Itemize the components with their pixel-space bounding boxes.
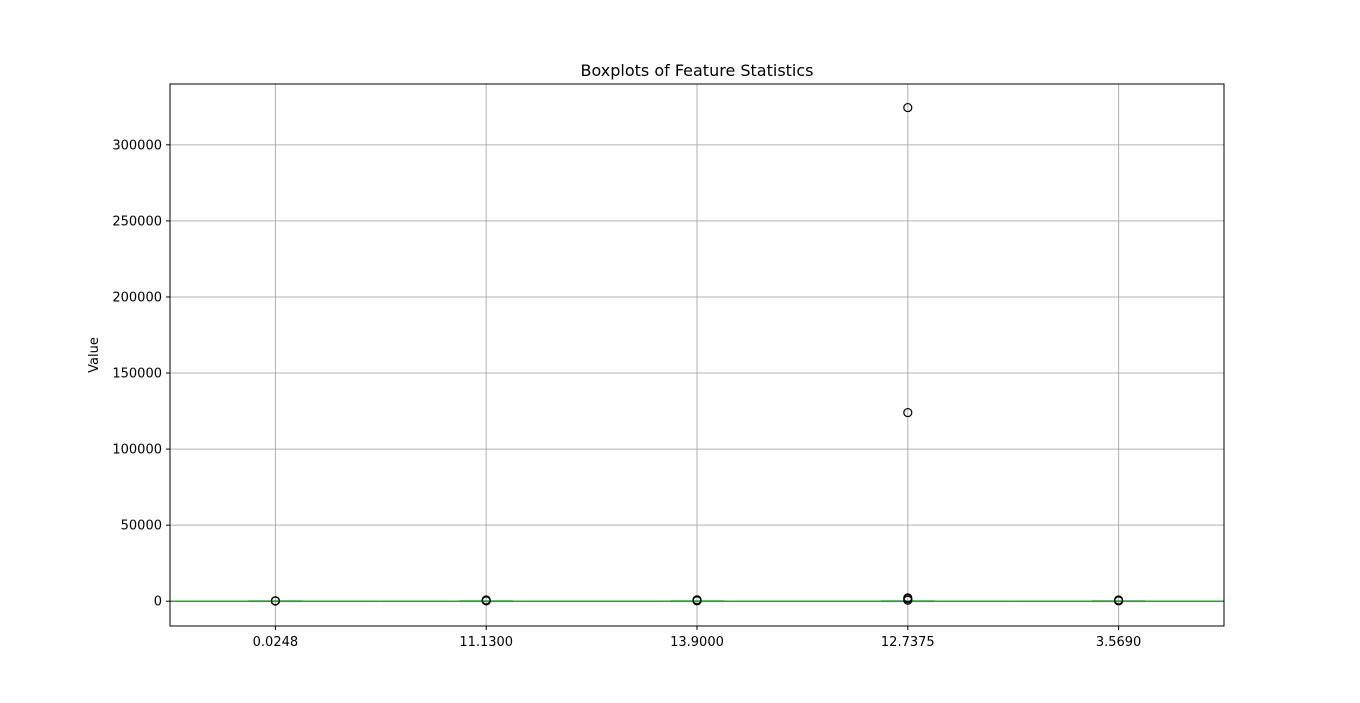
outlier-point (692, 595, 702, 605)
box-group (591, 595, 803, 606)
box-group (802, 102, 1014, 605)
outlier-point (270, 596, 280, 606)
x-tick-label: 12.7375 (881, 635, 935, 650)
y-tick-label: 150000 (112, 367, 162, 382)
y-tick-label: 300000 (112, 138, 162, 153)
grid-lines (170, 84, 1224, 626)
axis-ticks: 0 50000 100000 150000 200000 250000 300000 0.02… (112, 138, 1141, 650)
box-groups (170, 102, 1224, 606)
box-group (1013, 595, 1224, 606)
x-tick-label: 0.0248 (253, 635, 299, 650)
y-tick-label: 0 (154, 595, 162, 610)
plot-frame (169, 83, 1225, 627)
x-tick-label: 13.9000 (670, 635, 724, 650)
outlier-point (1113, 595, 1124, 605)
outlier-point (481, 595, 491, 605)
x-tick-label: 11.1300 (459, 635, 513, 650)
y-tick-label: 100000 (112, 443, 162, 458)
y-tick-label: 250000 (112, 214, 162, 229)
y-axis-label: Value (87, 337, 102, 373)
y-tick-label: 50000 (121, 519, 162, 534)
box-group (380, 595, 592, 606)
x-tick-label: 3.5690 (1096, 635, 1142, 650)
box-group (170, 596, 381, 606)
chart-title: Boxplots of Feature Statistics (580, 61, 813, 80)
y-tick-label: 200000 (112, 290, 162, 305)
outlier-point (903, 407, 913, 418)
outlier-point (903, 593, 913, 603)
outlier-point (903, 102, 913, 113)
